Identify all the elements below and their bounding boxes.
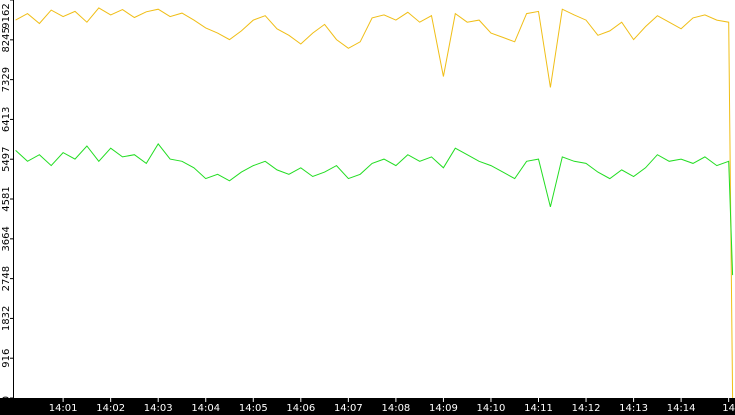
x-tick-label: 14:02 <box>96 403 125 414</box>
x-tick-label: 14:08 <box>381 403 410 414</box>
x-tick-label: 14 <box>722 403 735 414</box>
y-tick-label: 6413 <box>1 107 12 132</box>
x-tick-label: 14:07 <box>334 403 363 414</box>
y-tick-label: 0 <box>1 396 12 402</box>
x-tick-label: 14:06 <box>286 403 315 414</box>
x-axis-band <box>0 398 735 415</box>
series-line <box>15 143 734 276</box>
y-tick-label: 8245 <box>1 27 12 52</box>
y-tick-label: 9162 <box>1 3 12 28</box>
x-tick-label: 14:03 <box>144 403 173 414</box>
y-tick-label: 916 <box>1 349 12 368</box>
x-tick-label: 14:13 <box>619 403 648 414</box>
x-tick-label: 14:14 <box>667 403 696 414</box>
x-tick-label: 14:10 <box>477 403 506 414</box>
x-tick-label: 14:01 <box>49 403 78 414</box>
y-tick-label: 3664 <box>1 226 12 251</box>
x-tick-label: 14:09 <box>429 403 458 414</box>
x-tick-label: 14:04 <box>191 403 220 414</box>
y-tick-label: 1832 <box>1 306 12 331</box>
y-tick-label: 7329 <box>1 67 12 92</box>
x-tick-label: 14:11 <box>524 403 553 414</box>
x-tick-label: 14:05 <box>239 403 268 414</box>
y-tick-label: 4581 <box>1 186 12 211</box>
y-tick-label: 5497 <box>1 146 12 171</box>
series-line <box>15 7 734 399</box>
y-tick-label: 2748 <box>1 266 12 291</box>
x-tick-label: 14:12 <box>572 403 601 414</box>
